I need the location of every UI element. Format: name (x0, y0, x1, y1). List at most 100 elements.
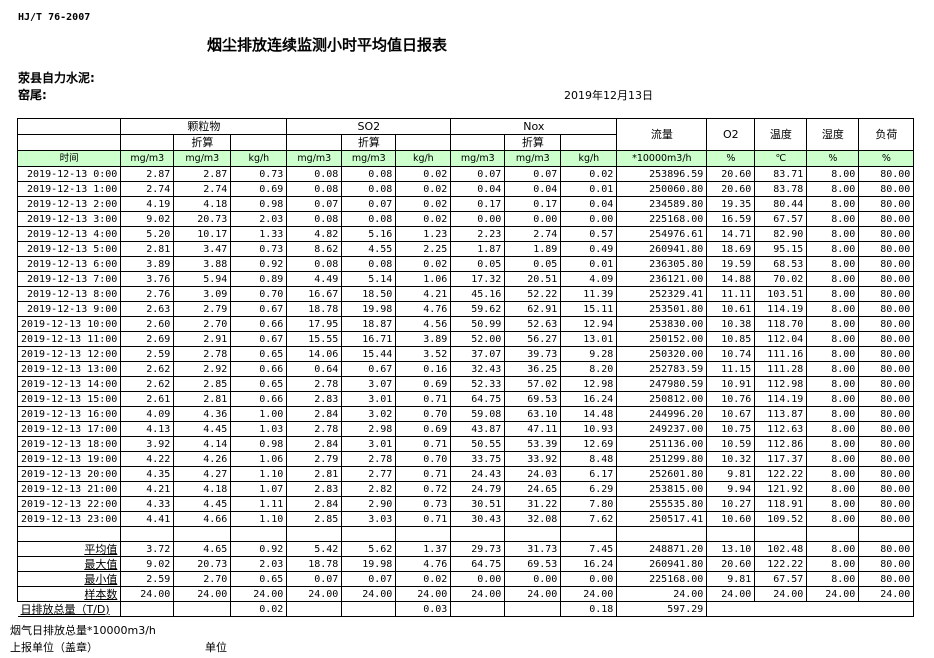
value-cell: 4.49 (286, 271, 343, 287)
value-cell: 4.27 (173, 466, 232, 482)
value-cell: 0.72 (395, 481, 452, 497)
value-cell: 0.00 (450, 211, 506, 227)
empty-cell (395, 526, 452, 542)
value-cell: 2.23 (450, 226, 506, 242)
value-cell: 4.19 (120, 196, 175, 212)
value-cell: 113.87 (754, 406, 808, 422)
value-cell: 11.11 (706, 286, 756, 302)
header-o2: O2 (706, 118, 756, 151)
value-cell: 53.39 (504, 436, 562, 452)
table-row: 2019-12-13 5:00 2.81 3.47 0.73 8.62 4.55 2.25 1… (16, 241, 915, 257)
value-cell: 0.65 (230, 376, 288, 392)
empty-cell (341, 526, 397, 542)
value-cell: 0.05 (504, 256, 562, 272)
stat-value: 24.00 (806, 586, 860, 602)
value-cell: 16.71 (341, 331, 397, 347)
table-row: 2019-12-13 9:00 2.63 2.79 0.67 18.78 19.98 4.7… (16, 301, 915, 317)
value-cell: 253830.00 (616, 316, 708, 332)
value-cell: 3.89 (120, 256, 175, 272)
value-cell: 8.00 (806, 406, 860, 422)
value-cell: 2.83 (286, 391, 343, 407)
value-cell: 0.02 (395, 256, 452, 272)
value-cell: 17.32 (450, 271, 506, 287)
value-cell: 2.77 (341, 466, 397, 482)
value-cell: 2.84 (286, 406, 343, 422)
stat-label: 平均值 (16, 541, 122, 557)
table-row: 2019-12-13 2:00 4.19 4.18 0.98 0.07 0.07 0.02 0… (16, 196, 915, 212)
stat-value: 8.00 (806, 556, 860, 572)
stat-value: 4.65 (173, 541, 232, 557)
value-cell: 59.08 (450, 406, 506, 422)
time-cell: 2019-12-13 19:00 (16, 451, 122, 467)
value-cell: 80.00 (858, 391, 915, 407)
value-cell: 2.79 (286, 451, 343, 467)
value-cell: 33.75 (450, 451, 506, 467)
header-blank (16, 118, 122, 135)
value-cell: 10.17 (173, 226, 232, 242)
value-cell: 252329.41 (616, 286, 708, 302)
value-cell: 236305.80 (616, 256, 708, 272)
daily-total-value: 0.03 (395, 601, 452, 617)
value-cell: 4.56 (395, 316, 452, 332)
value-cell: 3.76 (120, 271, 175, 287)
header-blank (120, 134, 175, 151)
value-cell: 83.71 (754, 166, 808, 182)
value-cell: 0.04 (450, 181, 506, 197)
stat-value: 20.60 (706, 556, 756, 572)
stat-value: 29.73 (450, 541, 506, 557)
value-cell: 8.00 (806, 226, 860, 242)
value-cell: 244996.20 (616, 406, 708, 422)
value-cell: 52.00 (450, 331, 506, 347)
time-cell: 2019-12-13 0:00 (16, 166, 122, 182)
value-cell: 4.21 (395, 286, 452, 302)
value-cell: 68.53 (754, 256, 808, 272)
value-cell: 4.22 (120, 451, 175, 467)
table-row: 2019-12-13 13:00 2.62 2.92 0.66 0.64 0.67 0.16… (16, 361, 915, 377)
stat-value: 122.22 (754, 556, 808, 572)
value-cell: 8.00 (806, 211, 860, 227)
empty-cell (858, 526, 915, 542)
value-cell: 0.07 (504, 166, 562, 182)
value-cell: 80.00 (858, 196, 915, 212)
value-cell: 8.00 (806, 361, 860, 377)
value-cell: 63.10 (504, 406, 562, 422)
unit-header: mg/m3 (120, 150, 175, 167)
value-cell: 2.91 (173, 331, 232, 347)
value-cell: 112.86 (754, 436, 808, 452)
value-cell: 3.92 (120, 436, 175, 452)
value-cell: 3.07 (341, 376, 397, 392)
stat-value: 24.00 (120, 586, 175, 602)
value-cell: 0.66 (230, 361, 288, 377)
table-row: 2019-12-13 19:00 4.22 4.26 1.06 2.79 2.78 0.70… (16, 451, 915, 467)
stat-value: 3.72 (120, 541, 175, 557)
value-cell: 0.08 (286, 166, 343, 182)
stat-value: 5.62 (341, 541, 397, 557)
value-cell: 0.08 (341, 211, 397, 227)
value-cell: 225168.00 (616, 211, 708, 227)
value-cell: 0.73 (230, 166, 288, 182)
daily-total-value: 0.18 (560, 601, 618, 617)
value-cell: 4.45 (173, 496, 232, 512)
reporting-unit-label: 上报单位（盖章） (10, 641, 98, 654)
stat-value: 16.24 (560, 556, 618, 572)
value-cell: 9.94 (706, 481, 756, 497)
value-cell: 80.00 (858, 271, 915, 287)
value-cell: 0.71 (395, 436, 452, 452)
table-row: 2019-12-13 7:00 3.76 5.94 0.89 4.49 5.14 1.06 1… (16, 271, 915, 287)
value-cell: 59.62 (450, 301, 506, 317)
value-cell: 4.13 (120, 421, 175, 437)
stat-value: 24.00 (754, 586, 808, 602)
value-cell: 8.00 (806, 331, 860, 347)
value-cell: 0.73 (395, 496, 452, 512)
value-cell: 114.19 (754, 301, 808, 317)
empty-cell (806, 526, 860, 542)
stat-value: 5.42 (286, 541, 343, 557)
report-title: 烟尘排放连续监测小时平均值日报表 (207, 36, 448, 54)
stat-value: 0.00 (560, 571, 618, 587)
value-cell: 250060.80 (616, 181, 708, 197)
value-cell: 112.04 (754, 331, 808, 347)
value-cell: 10.32 (706, 451, 756, 467)
value-cell: 0.69 (395, 376, 452, 392)
table-row: 2019-12-13 21:00 4.21 4.18 1.07 2.83 2.82 0.72… (16, 481, 915, 497)
value-cell: 8.00 (806, 346, 860, 362)
